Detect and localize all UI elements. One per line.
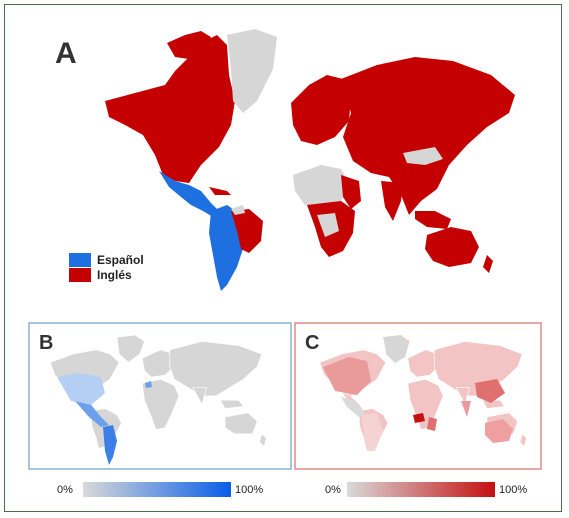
map-c-australia [485, 419, 513, 443]
map-b-usa [57, 373, 105, 405]
map-a-south-america-spanish [209, 205, 243, 291]
legend-swatch-spanish [69, 253, 91, 267]
map-a-africa-north [293, 165, 349, 205]
map-c-africa-west [413, 413, 425, 423]
scale-b-gradient [83, 482, 231, 497]
panel-b: B 0% 100% [28, 322, 292, 497]
map-a-arctic-islands [167, 31, 211, 59]
map-c-greenland [383, 335, 409, 363]
map-a-europe [291, 75, 351, 145]
map-a-asia [341, 57, 515, 215]
map-a-caribbean [209, 187, 231, 195]
map-c-south-america [361, 413, 383, 451]
map-b-mexico [75, 401, 109, 427]
legend-label-english: Inglés [97, 268, 132, 282]
panel-c-letter: C [305, 332, 319, 354]
scale-b-min-label: 0% [57, 484, 73, 496]
map-a-africa-center [317, 213, 339, 237]
map-a-guianas [231, 205, 245, 215]
scale-c-min-label: 0% [325, 484, 341, 496]
map-a-greenland [227, 29, 277, 113]
map-c-north-america-strong [323, 357, 371, 395]
map-a-se-asia [415, 211, 451, 229]
figure-frame: A Español [4, 4, 562, 512]
map-c-india [461, 401, 471, 417]
legend-swatch-english [69, 268, 91, 282]
panel-a-letter: A [55, 37, 77, 70]
figure-canvas: A Español [28, 29, 542, 497]
panel-b-letter: B [39, 332, 53, 354]
scale-b-max-label: 100% [235, 484, 263, 496]
map-a-mongolia [403, 147, 443, 165]
map-c-china [475, 379, 505, 403]
scale-c-max-label: 100% [499, 484, 527, 496]
map-c-central-america [341, 397, 365, 417]
map-a-africa-horn [341, 175, 361, 209]
scale-c-gradient [347, 482, 495, 497]
legend-label-spanish: Español [97, 253, 144, 267]
map-a-india [381, 181, 403, 221]
map-a-brazil [231, 209, 263, 253]
map-a-mexico-central-america [159, 171, 219, 217]
map-a-north-america [105, 35, 235, 183]
map-b-south-america [103, 425, 117, 465]
panel-a: A Español [55, 29, 515, 291]
panel-c: C 0% 100% [294, 322, 542, 497]
map-a-australia [425, 227, 479, 267]
map-c-africa-east [427, 417, 437, 431]
map-a-new-zealand [483, 255, 493, 273]
map-b-spain [145, 381, 152, 388]
